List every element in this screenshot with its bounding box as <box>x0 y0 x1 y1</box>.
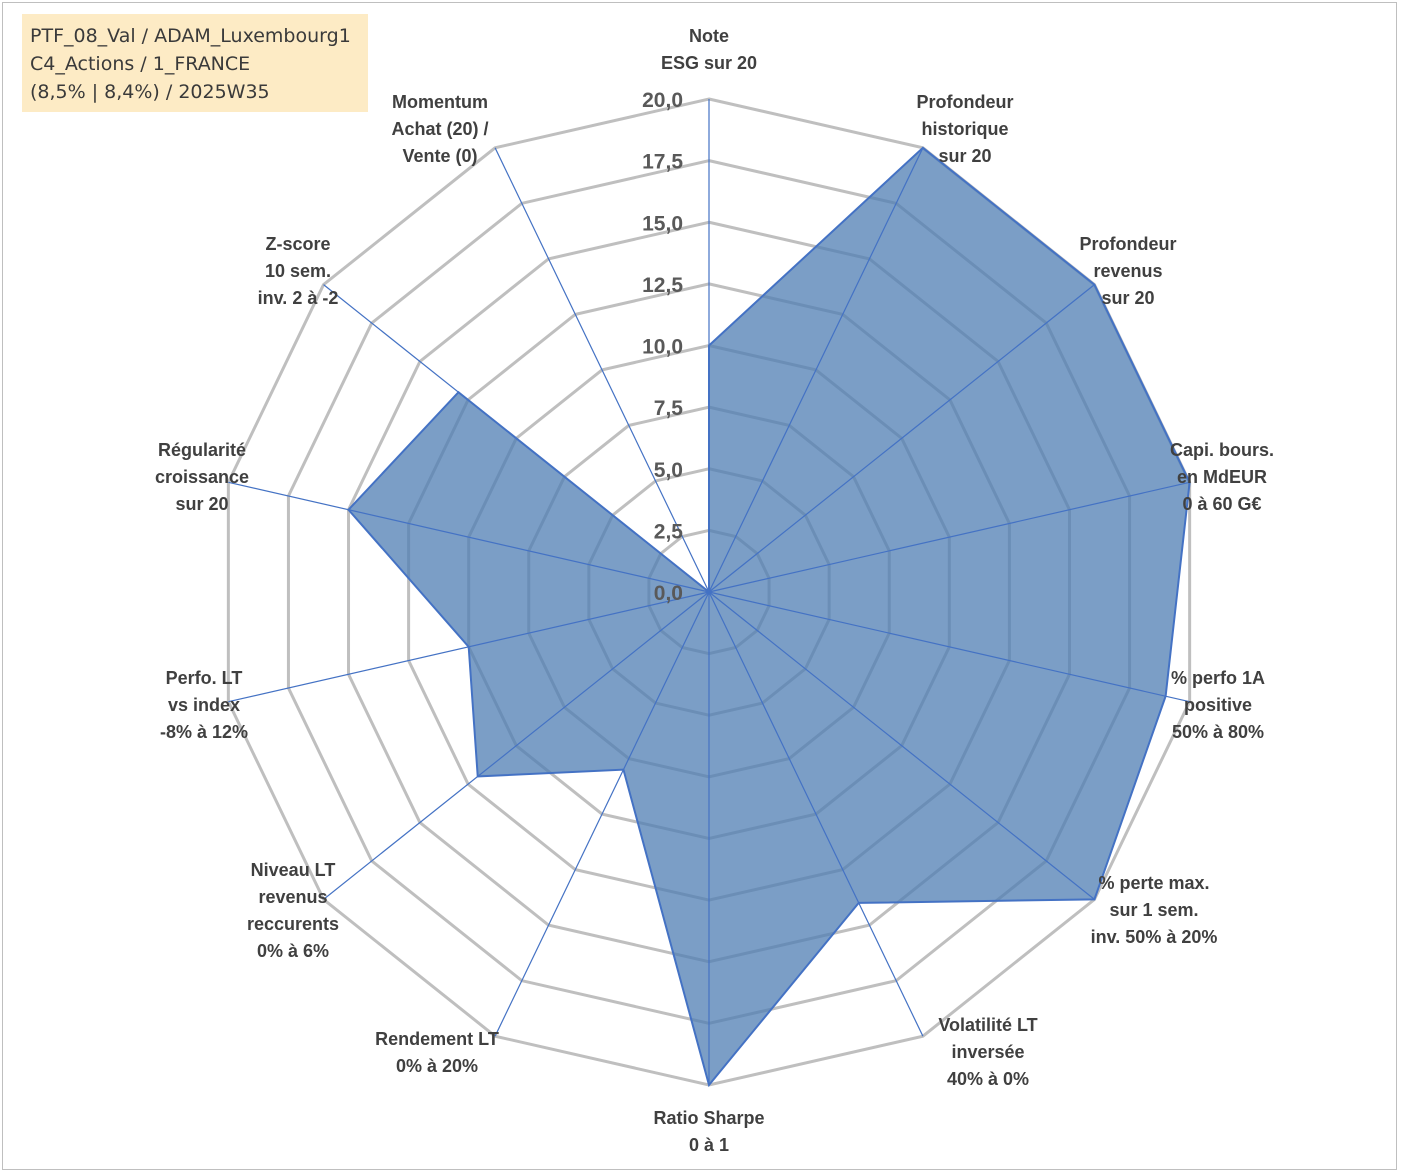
tick-label: 2,5 <box>654 520 684 543</box>
axis-label-line: 0 à 60 G€ <box>1182 494 1261 514</box>
axis-label-line: Ratio Sharpe <box>653 1108 764 1128</box>
axis-spoke <box>708 147 924 593</box>
axis-label: Rendement LT 0% à 20% <box>375 1029 499 1076</box>
axis-spoke <box>323 591 710 900</box>
axis-spoke <box>228 591 710 703</box>
axis-label: Régularité croissance sur 20 <box>155 440 249 514</box>
axis-label-line: 40% à 0% <box>947 1069 1029 1089</box>
tick-layer: 0,0 2,5 5,0 7,5 10,0 12,5 15,0 17,5 20,0 <box>642 89 683 605</box>
axis-spoke <box>708 284 1095 593</box>
axis-label: % perte max. sur 1 sem. inv. 50% à 20% <box>1091 873 1218 947</box>
axis-label: Profondeur revenus sur 20 <box>1080 234 1177 308</box>
axis-spoke <box>494 591 710 1037</box>
axis-label-line: reccurents <box>247 914 339 934</box>
axis-label: Niveau LT revenus reccurents 0% à 6% <box>247 860 339 961</box>
axis-label-line: revenus <box>258 887 327 907</box>
tick-label: 17,5 <box>642 151 683 174</box>
axis-label-line: croissance <box>155 467 249 487</box>
axis-label-line: Régularité <box>158 440 246 460</box>
axis-spoke <box>494 147 710 593</box>
info-line-category: C4_Actions / 1_FRANCE <box>30 53 251 75</box>
axis-label-line: Vente (0) <box>402 146 477 166</box>
info-line-weights: (8,5% | 8,4%) / 2025W35 <box>30 81 270 103</box>
axis-spoke <box>228 481 710 593</box>
axis-label: Capi. bours. en MdEUR 0 à 60 G€ <box>1170 440 1274 514</box>
axis-label-line: sur 20 <box>938 146 991 166</box>
axis-label: Momentum Achat (20) / Vente (0) <box>391 92 488 166</box>
axis-label-line: % perfo 1A <box>1171 668 1265 688</box>
axis-label: Z-score 10 sem. inv. 2 à -2 <box>258 234 339 308</box>
axis-label-line: -8% à 12% <box>160 722 248 742</box>
axis-label-line: inv. 2 à -2 <box>258 288 339 308</box>
axis-spoke <box>323 284 710 593</box>
tick-label: 12,5 <box>642 274 683 297</box>
axis-label-line: sur 20 <box>175 494 228 514</box>
axis-label-line: positive <box>1184 695 1252 715</box>
axis-label: Note ESG sur 20 <box>661 26 757 73</box>
axis-label: % perfo 1A positive 50% à 80% <box>1171 668 1265 742</box>
axis-spoke <box>708 591 1095 900</box>
tick-label: 5,0 <box>654 459 683 482</box>
axis-label-line: sur 20 <box>1101 288 1154 308</box>
axis-label-line: vs index <box>168 695 240 715</box>
tick-label: 7,5 <box>654 397 684 420</box>
axis-spoke <box>708 591 1190 703</box>
axis-label-line: historique <box>921 119 1008 139</box>
tick-label: 0,0 <box>654 582 683 605</box>
axis-label-line: Achat (20) / <box>391 119 488 139</box>
axis-label-line: en MdEUR <box>1177 467 1267 487</box>
axis-label: Perfo. LT vs index -8% à 12% <box>160 668 248 742</box>
axis-label: Ratio Sharpe 0 à 1 <box>653 1108 764 1155</box>
axis-label-line: Perfo. LT <box>166 668 243 688</box>
axis-label: Profondeur historique sur 20 <box>917 92 1014 166</box>
tick-label: 10,0 <box>642 336 683 359</box>
axis-label: Volatilité LT inversée 40% à 0% <box>938 1015 1037 1089</box>
axis-label-line: Note <box>689 26 729 46</box>
axis-spoke <box>708 591 924 1037</box>
tick-label: 15,0 <box>642 212 683 235</box>
axis-label-line: % perte max. <box>1098 873 1209 893</box>
axis-label-line: 10 sem. <box>265 261 331 281</box>
axis-label-line: Momentum <box>392 92 488 112</box>
axis-label-line: Rendement LT <box>375 1029 499 1049</box>
axis-label-line: inv. 50% à 20% <box>1091 927 1218 947</box>
info-box: PTF_08_Val / ADAM_Luxembourg1 C4_Actions… <box>22 14 368 112</box>
axis-label-line: Z-score <box>265 234 330 254</box>
axis-label-line: 0% à 6% <box>257 941 329 961</box>
label-layer: Note ESG sur 20 Profondeur historique sur 20… <box>155 26 1274 1155</box>
axis-label-line: 0% à 20% <box>396 1056 478 1076</box>
info-line-portfolio: PTF_08_Val / ADAM_Luxembourg1 <box>30 25 351 47</box>
spoke-layer <box>228 99 1190 1085</box>
axis-spoke <box>708 481 1190 593</box>
axis-label-line: Capi. bours. <box>1170 440 1274 460</box>
tick-label: 20,0 <box>642 89 683 112</box>
axis-label-line: Volatilité LT <box>938 1015 1037 1035</box>
axis-label-line: sur 1 sem. <box>1109 900 1198 920</box>
axis-label-line: Niveau LT <box>251 860 336 880</box>
axis-label-line: ESG sur 20 <box>661 53 757 73</box>
axis-label-line: inversée <box>951 1042 1024 1062</box>
axis-label-line: 0 à 1 <box>689 1135 729 1155</box>
axis-label-line: revenus <box>1093 261 1162 281</box>
axis-label-line: 50% à 80% <box>1172 722 1264 742</box>
axis-label-line: Profondeur <box>917 92 1014 112</box>
axis-label-line: Profondeur <box>1080 234 1177 254</box>
